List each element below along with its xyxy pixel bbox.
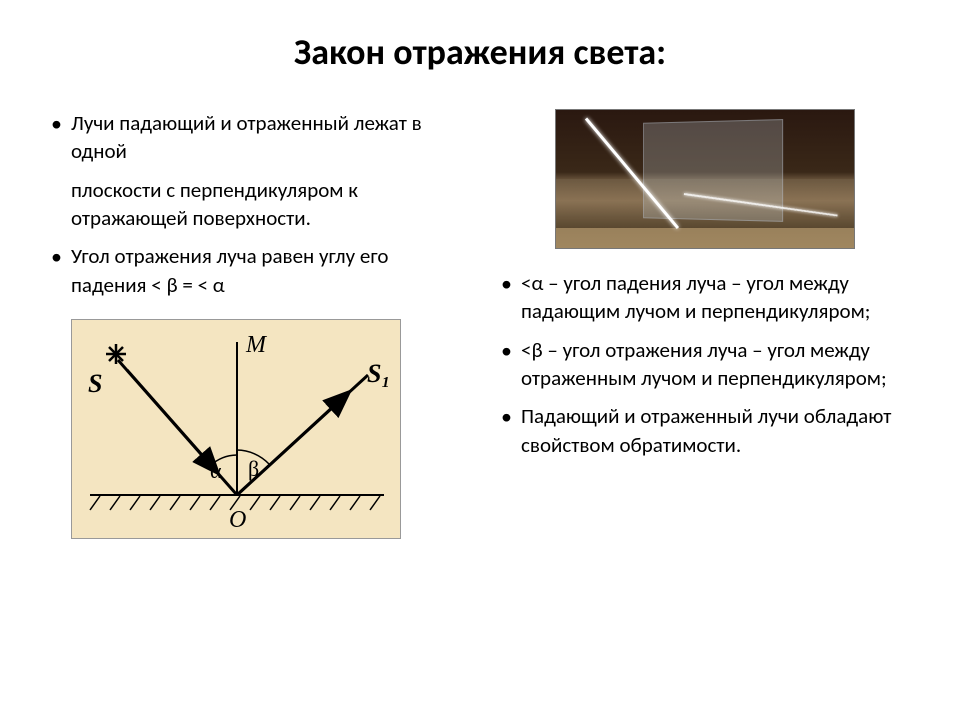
label-beta: β (248, 456, 259, 481)
right-bullet-2: <β – угол отражения луча – угол между от… (495, 336, 915, 393)
label-O: O (229, 507, 246, 533)
left-bullet-list-2: Угол отражения луча равен углу его паден… (45, 242, 465, 299)
photo-glass-pane (644, 119, 784, 222)
right-bullet-3: Падающий и отраженный лучи обладают свой… (495, 402, 915, 459)
left-bullet-list: Лучи падающий и отраженный лежат в одной (45, 109, 465, 166)
left-bullet-2: Угол отражения луча равен углу его паден… (45, 242, 465, 299)
label-S1: S₁ (367, 359, 391, 388)
right-bullet-1: <α – угол падения луча – угол между пада… (495, 269, 915, 326)
ray-reflection-diagram: S S₁ M O α β (71, 319, 401, 539)
label-S: S (88, 369, 102, 398)
right-bullet-list: <α – угол падения луча – угол между пада… (495, 269, 915, 459)
left-bullet-1: Лучи падающий и отраженный лежат в одной (45, 109, 465, 166)
content-columns: Лучи падающий и отраженный лежат в одной… (45, 109, 915, 539)
label-alpha: α (210, 458, 222, 483)
reflection-photo (555, 109, 855, 249)
right-column: <α – угол падения луча – угол между пада… (495, 109, 915, 539)
left-column: Лучи падающий и отраженный лежат в одной… (45, 109, 465, 539)
label-M: M (245, 332, 268, 358)
source-asterisk (106, 344, 126, 364)
page-title: Закон отражения света: (45, 30, 915, 74)
ray-diagram-svg: S S₁ M O α β (72, 320, 402, 540)
left-indent-text: плоскости с перпендикуляром к отражающей… (45, 176, 465, 233)
